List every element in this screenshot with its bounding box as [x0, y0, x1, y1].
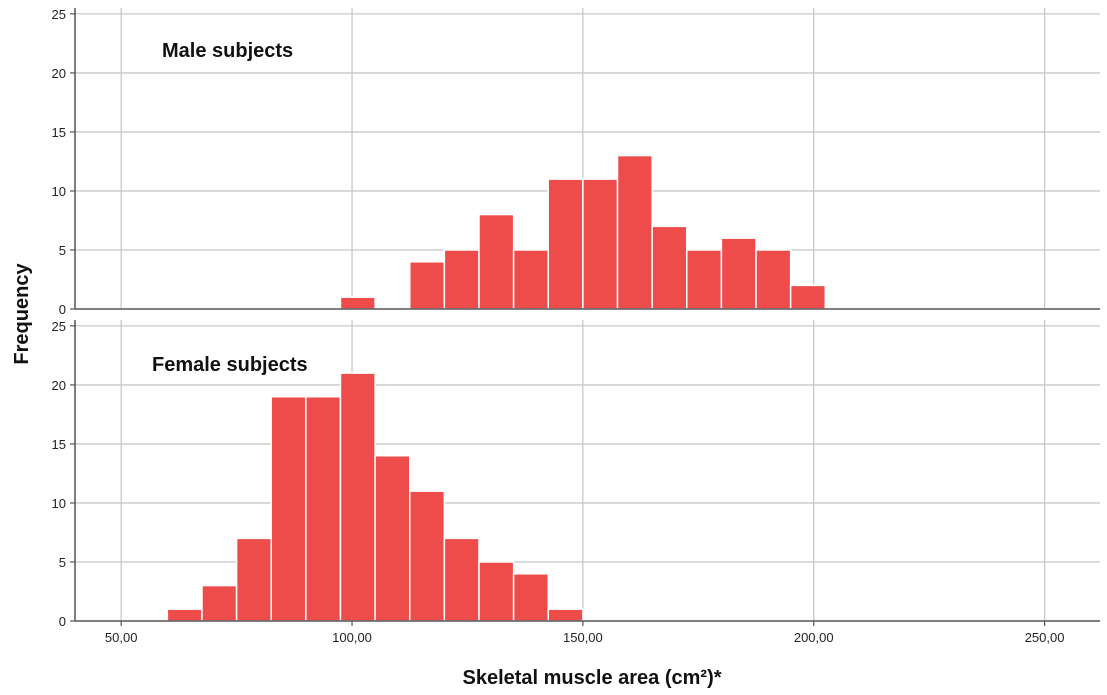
histogram-bar: [166, 608, 203, 622]
panel-title: Male subjects: [162, 40, 293, 62]
y-tick-label: 15: [52, 437, 66, 452]
histogram-bar: [305, 395, 342, 622]
histogram-bar: [443, 249, 480, 310]
y-tick-label: 25: [52, 319, 66, 334]
y-tick-label: 25: [52, 7, 66, 22]
histogram-bar: [512, 573, 550, 622]
x-tick-label: 250,00: [1025, 630, 1065, 645]
histogram-bar: [720, 237, 757, 310]
y-tick-label: 15: [52, 125, 66, 140]
histogram-bar: [201, 584, 238, 622]
histogram-bar: [651, 225, 688, 310]
histogram-bar: [339, 372, 376, 622]
y-tick-label: 10: [52, 496, 66, 511]
panel-1: 0 5 10 15 20 25 Male subjects: [52, 7, 1100, 317]
panels-layer: 0 5 10 15 20 25 Male subjects 0 5 10 15 20 25 Female …: [52, 7, 1100, 645]
histogram-bar: [547, 178, 584, 310]
y-tick-label: 0: [59, 302, 66, 317]
histogram-bar: [755, 249, 792, 310]
x-axis-title: Skeletal muscle area (cm²)*: [462, 667, 721, 689]
histogram-bar: [408, 261, 446, 310]
y-tick-label: 0: [59, 614, 66, 629]
histogram-bar: [547, 608, 584, 622]
y-tick-label: 10: [52, 184, 66, 199]
histogram-bar: [443, 537, 480, 622]
x-tick-label: 100,00: [332, 630, 372, 645]
histogram-bar: [478, 561, 515, 622]
histogram-bar: [408, 490, 446, 622]
histogram-bar: [339, 296, 376, 310]
y-tick-label: 5: [59, 555, 66, 570]
histogram-bar: [235, 537, 272, 622]
histogram-bar: [478, 213, 515, 310]
x-tick-label: 200,00: [794, 630, 834, 645]
y-tick-label: 20: [52, 66, 66, 81]
y-tick-label: 20: [52, 378, 66, 393]
histogram-bar: [582, 178, 619, 310]
histogram-bar: [512, 249, 550, 310]
x-tick-label: 50,00: [105, 630, 138, 645]
y-axis-title: Frequency: [11, 263, 33, 365]
histogram-bar: [789, 284, 827, 310]
histogram-bar: [270, 395, 307, 622]
histogram-bar: [374, 454, 411, 622]
x-tick-label: 150,00: [563, 630, 603, 645]
histogram-bar: [616, 154, 653, 310]
histogram-bar: [686, 249, 723, 310]
panel-2: 0 5 10 15 20 25 Female subjects: [52, 319, 1100, 629]
panel-title: Female subjects: [152, 354, 308, 376]
y-tick-label: 5: [59, 243, 66, 258]
